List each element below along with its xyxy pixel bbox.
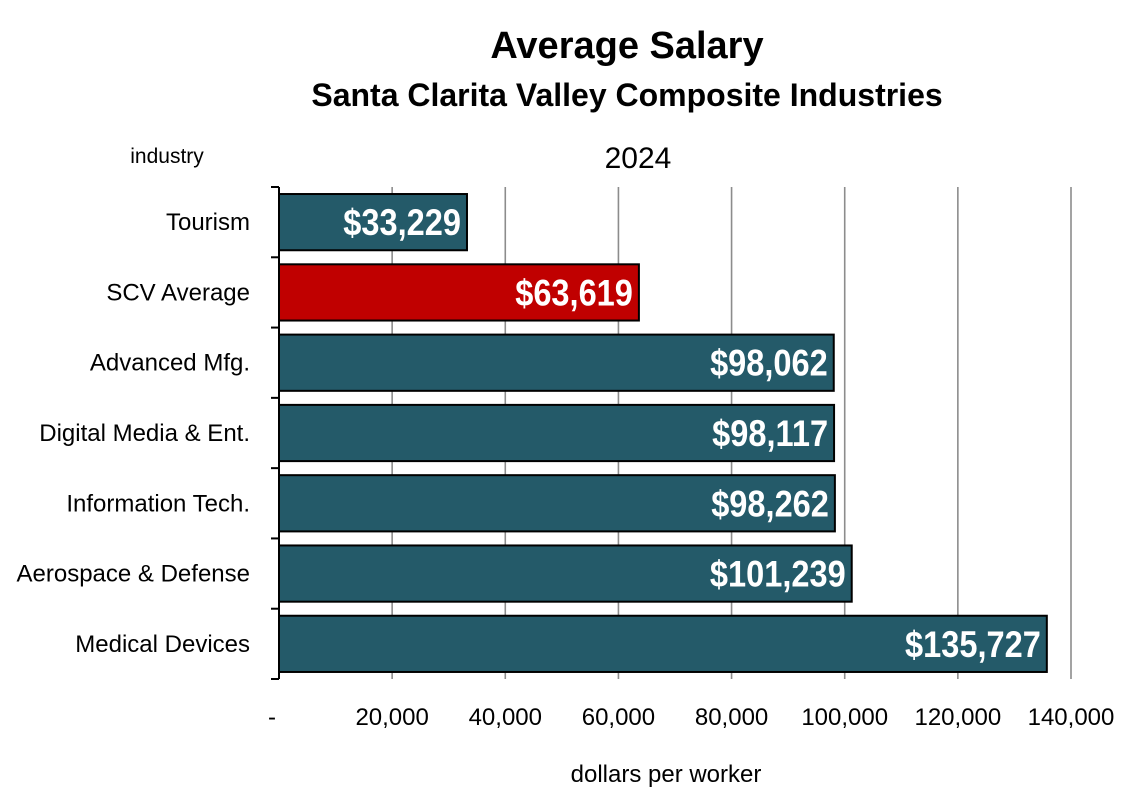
bars: $33,229 $63,619 $98,062 $98,117 $98,262 $101,… [278, 193, 1048, 673]
bar-value-label: $63,619 [515, 273, 633, 314]
y-axis-title: industry [130, 145, 204, 168]
category-label: Advanced Mfg. [90, 350, 250, 377]
x-tick-label: 60,000 [582, 704, 655, 731]
category-label: Tourism [166, 209, 250, 236]
x-tick-label: - [268, 704, 276, 731]
x-axis-title: dollars per worker [571, 761, 762, 788]
chart-title: Average Salary [490, 25, 763, 67]
axes [271, 186, 280, 680]
x-tick-label: 40,000 [469, 704, 542, 731]
category-label: SCV Average [106, 279, 250, 306]
category-label: Information Tech. [66, 490, 250, 517]
bar-value-label: $98,117 [712, 413, 828, 454]
bar-value-label: $101,239 [710, 554, 846, 595]
bar [278, 474, 836, 533]
x-tick-label: 100,000 [801, 704, 888, 731]
x-tick-labels: - 20,000 40,000 60,000 80,000 100,000 120,000 1… [268, 704, 1114, 731]
x-tick-label: 120,000 [914, 704, 1001, 731]
category-labels: Tourism SCV Average Advanced Mfg. Digital M… [17, 209, 250, 658]
chart-subtitle: Santa Clarita Valley Composite Industrie… [311, 77, 942, 113]
x-tick-label: 140,000 [1028, 704, 1115, 731]
category-label: Digital Media & Ent. [39, 420, 250, 447]
bar-value-label: $98,262 [711, 483, 829, 524]
category-label: Medical Devices [75, 631, 250, 658]
bar-value-label: $98,062 [710, 343, 828, 384]
category-label: Aerospace & Defense [17, 561, 250, 588]
bar-value-label: $135,727 [905, 624, 1041, 665]
bar [278, 614, 1048, 673]
bar [278, 544, 853, 603]
bar-value-label: $33,229 [343, 202, 461, 243]
year-label: 2024 [605, 142, 672, 175]
x-tick-label: 80,000 [695, 704, 768, 731]
bar [278, 333, 835, 392]
bar [278, 263, 640, 322]
x-tick-label: 20,000 [355, 704, 428, 731]
